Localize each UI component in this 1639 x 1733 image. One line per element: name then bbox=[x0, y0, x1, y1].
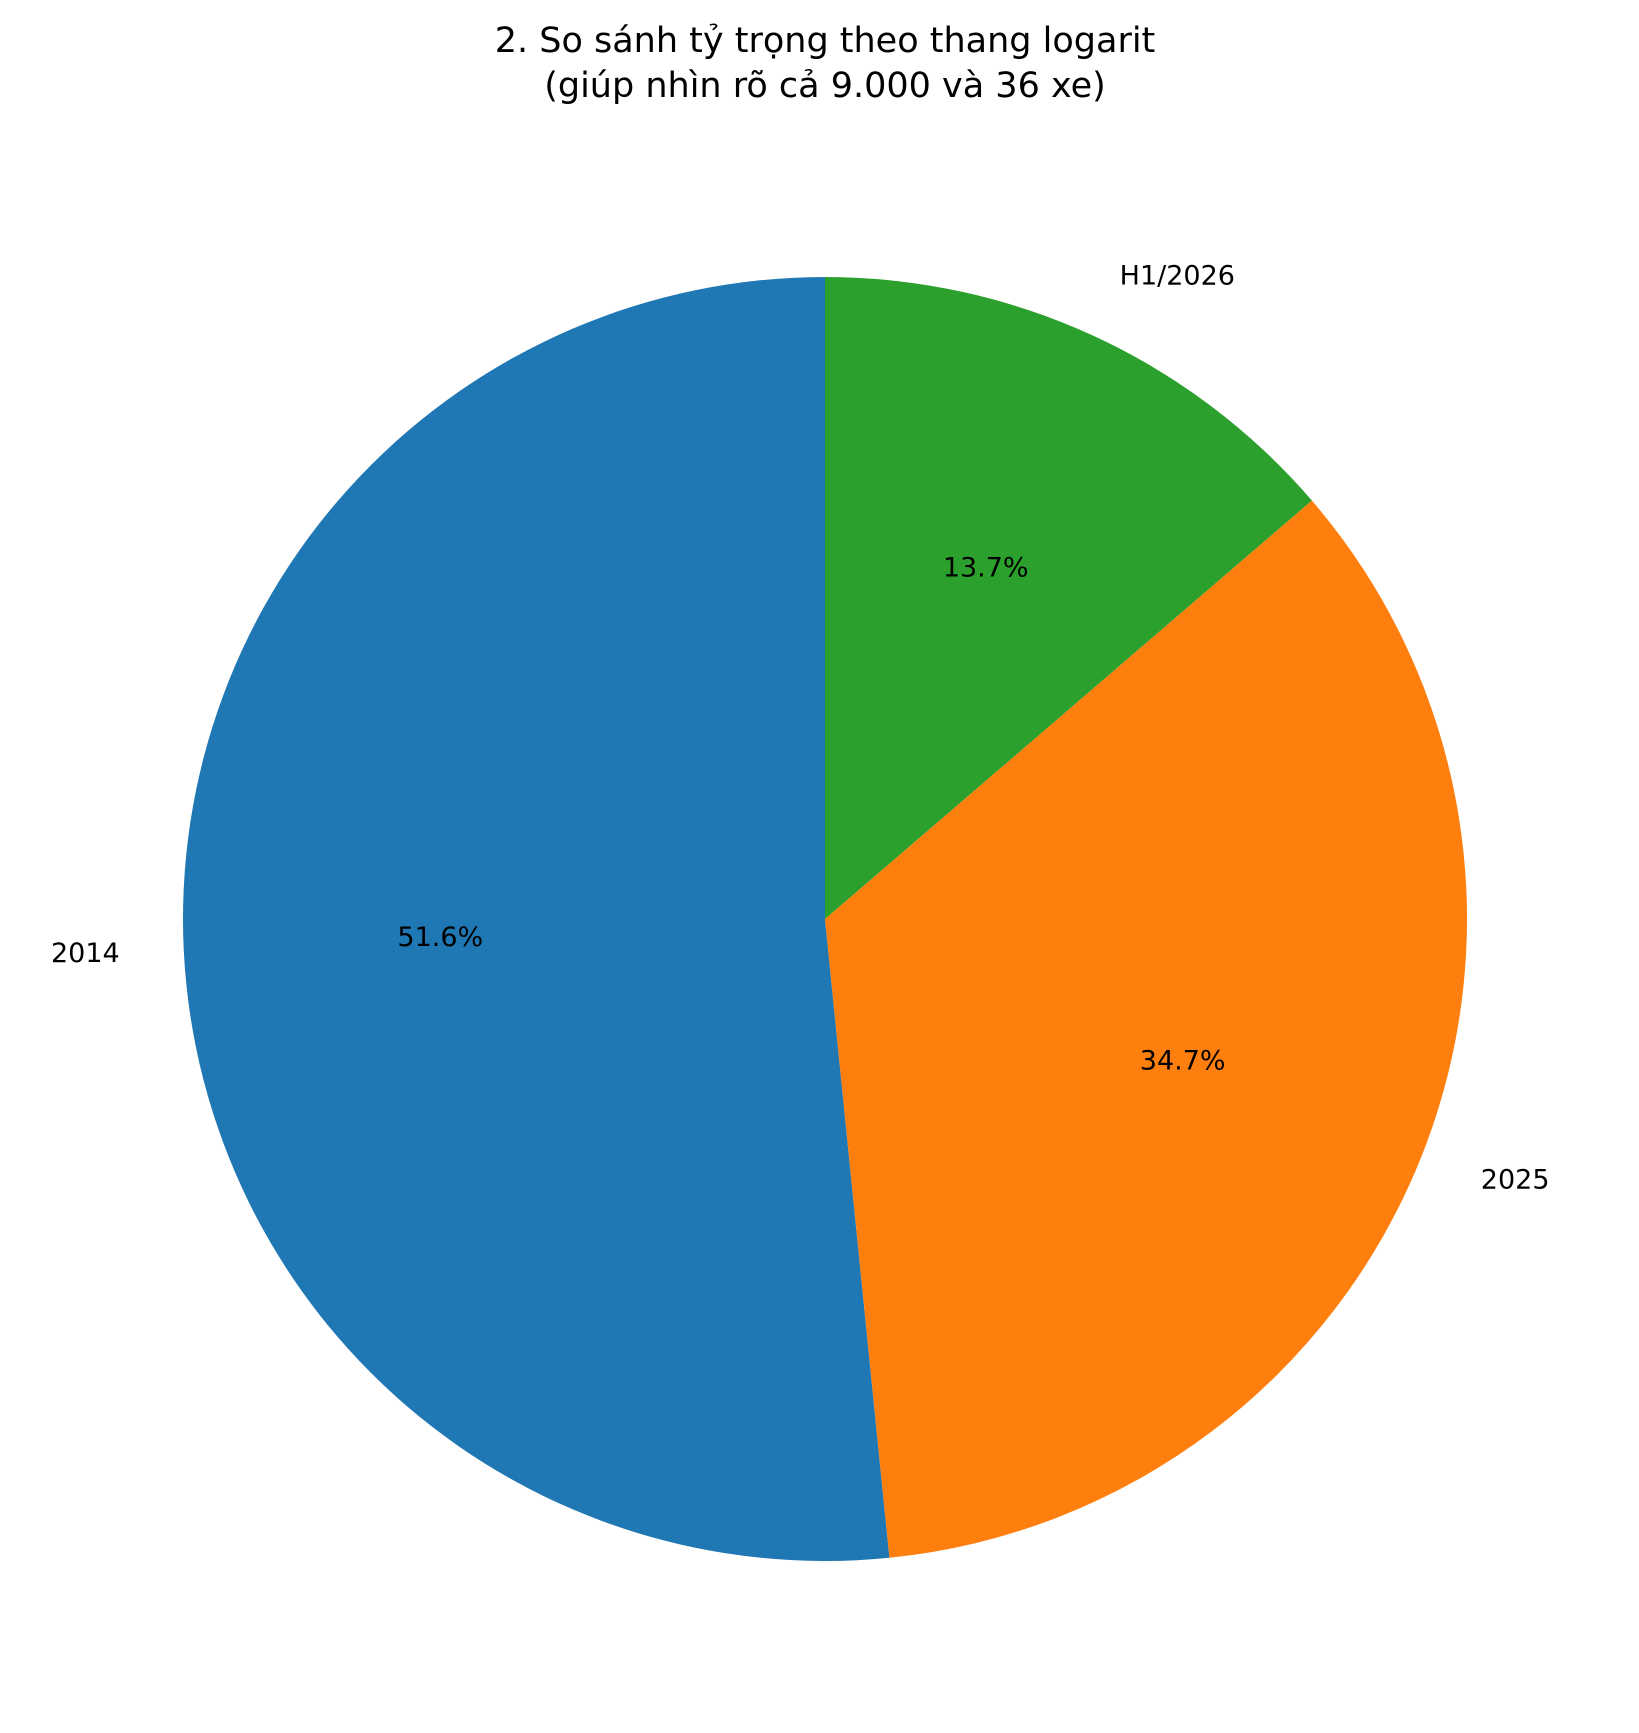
chart-subtitle: (giúp nhìn rõ cả 9.000 và 36 xe) bbox=[544, 66, 1106, 106]
chart-title: 2. So sánh tỷ trọng theo thang logarit bbox=[495, 21, 1156, 61]
slice-label: 2025 bbox=[1481, 1165, 1550, 1196]
value-label: 13.7% bbox=[943, 552, 1029, 583]
value-label: 34.7% bbox=[1140, 1045, 1226, 1076]
pie-slice bbox=[182, 277, 890, 1562]
pie-slice bbox=[825, 277, 1312, 919]
pie-slice bbox=[825, 500, 1468, 1558]
slice-label: 2014 bbox=[51, 938, 120, 969]
slice-label: H1/2026 bbox=[1120, 261, 1235, 292]
value-label: 51.6% bbox=[397, 922, 483, 953]
